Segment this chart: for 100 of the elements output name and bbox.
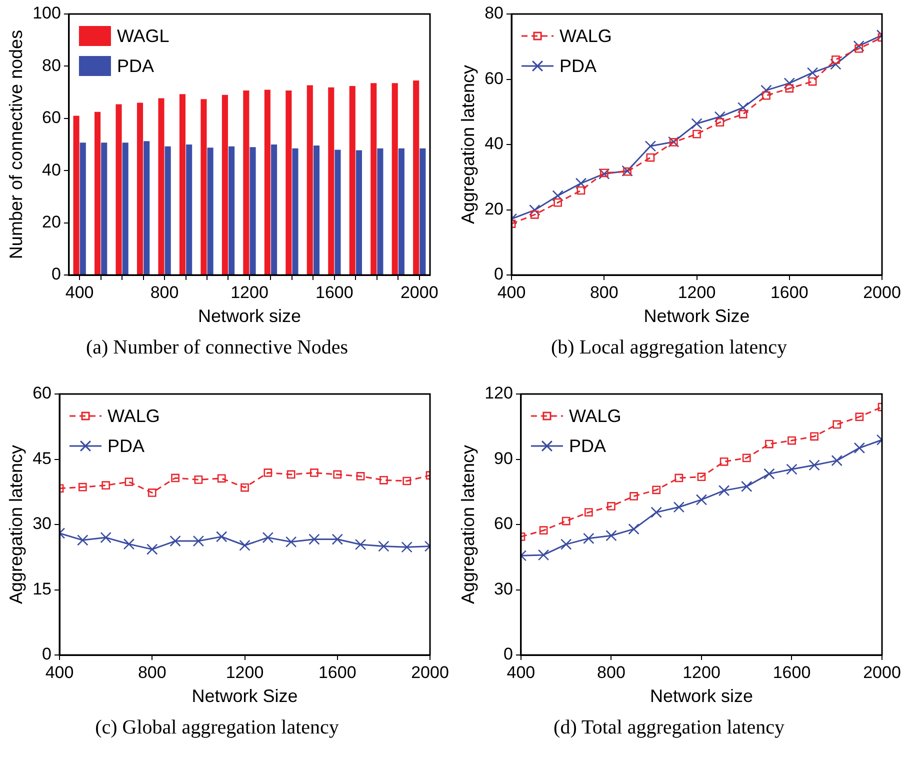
point [673,502,685,513]
point [714,111,726,122]
point [808,460,820,471]
text: (c) Global aggregation latency [95,716,339,738]
point [737,102,749,114]
point [720,457,728,466]
bar [306,85,313,274]
point [628,523,640,535]
point [692,130,701,138]
point [810,432,818,441]
x-tick-label: 1200 [230,282,268,302]
point [171,474,180,482]
y-tick-label: 20 [484,199,504,218]
point [148,488,156,497]
legend-label: WALG [560,26,612,46]
point [716,118,724,126]
bar [186,144,192,274]
point [630,492,638,500]
point [216,531,228,542]
point [170,535,181,547]
y-axis-title: Aggregation latency [458,444,478,604]
point [697,472,706,482]
text: (b) Local aggregation latency [551,336,787,358]
point [529,204,540,216]
x-axis-title: Network Size [644,306,750,326]
point [539,526,548,535]
point [552,190,564,202]
x-tick-label: 1200 [682,662,720,682]
point [606,530,617,542]
y-tick-label: 0 [503,644,513,664]
point [584,508,593,517]
y-tick-label: 60 [484,68,504,88]
point [784,78,795,89]
y-tick-label: 80 [42,56,61,75]
bar [328,87,334,274]
point [646,153,655,162]
x-axis-title: Network Size [192,686,298,706]
point [854,44,864,53]
x-axis-title: Network size [650,686,753,706]
x-tick-label: 400 [45,662,74,682]
point [854,442,866,454]
bar [292,148,298,274]
point [650,506,662,518]
y-tick-label: 30 [32,514,52,534]
point [77,534,88,546]
point [310,468,318,477]
point [401,542,412,553]
point [652,486,661,494]
point [262,532,274,544]
y-tick-label: 45 [32,448,52,468]
x-tick-label: 1600 [770,282,808,302]
point [718,484,730,496]
point [830,58,842,70]
bar [286,90,292,274]
legend-label: WAGL [116,26,170,46]
bar [334,150,341,274]
bar [264,90,270,274]
point [264,468,272,477]
point [674,474,684,482]
y-tick-label: 15 [32,579,52,598]
y-tick-label: 0 [42,644,52,664]
bar [158,98,164,274]
point [554,198,562,207]
point [286,470,296,479]
point [530,210,539,219]
bar [179,94,186,274]
point [308,534,320,545]
bar [413,80,420,274]
point [285,536,297,548]
point [762,91,770,100]
x-tick-label: 1600 [772,662,811,682]
point [562,516,570,526]
x-tick-label: 2000 [411,662,449,682]
point [786,464,798,475]
y-tick-label: 80 [484,4,504,23]
point [785,84,794,93]
x-tick-label: 2000 [863,282,901,302]
x-tick-label: 1200 [678,282,716,302]
point [240,483,249,492]
y-tick-label: 30 [494,579,513,598]
point [354,538,366,550]
point [402,476,412,486]
bar [392,83,398,274]
y-tick-label: 40 [484,134,504,154]
y-axis-title: Aggregation latency [458,64,478,224]
bar [420,148,426,274]
x-tick-label: 400 [497,282,526,302]
point [333,470,342,479]
point [832,420,842,429]
point [808,77,817,86]
x-tick-label: 2000 [400,282,438,302]
bar [101,142,108,274]
x-tick-label: 800 [597,662,626,682]
x-tick-label: 1600 [316,282,354,302]
x-tick-label: 400 [65,282,94,302]
point [742,454,751,462]
point [239,540,250,551]
y-tick-label: 60 [494,514,513,534]
legend-label: WALG [568,406,622,426]
bar [250,147,256,274]
